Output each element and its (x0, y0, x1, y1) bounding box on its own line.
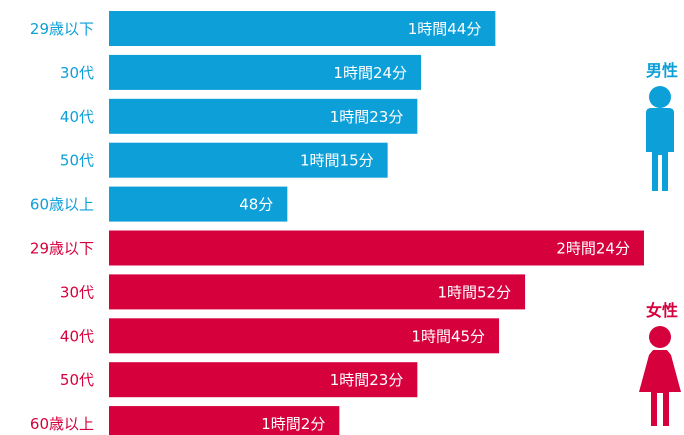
value-label-female-0: 2時間24分 (556, 240, 630, 258)
labels-layer: 29歳以下 1時間44分 30代 1時間24分 40代 1時間23分 50代 1時間15分 60… (30, 20, 630, 433)
bar-female-0 (109, 230, 644, 266)
category-label-female-1: 30代 (60, 283, 94, 301)
category-label-female-2: 40代 (60, 327, 94, 345)
bar-male-0 (109, 11, 496, 46)
category-label-male-2: 40代 (60, 108, 94, 126)
bar-male-2 (109, 98, 418, 134)
bar-female-4 (109, 406, 340, 435)
bar-female-1 (109, 274, 526, 310)
bar-male-3 (109, 142, 388, 178)
category-label-male-3: 50代 (60, 152, 94, 170)
category-label-female-4: 60歳以上 (30, 415, 94, 433)
bar-male-1 (109, 54, 422, 90)
value-label-male-0: 1時間44分 (408, 20, 482, 38)
value-label-female-1: 1時間52分 (437, 283, 511, 301)
category-label-male-4: 60歳以上 (30, 196, 94, 214)
value-label-female-2: 1時間45分 (411, 327, 485, 345)
value-label-female-3: 1時間23分 (330, 371, 404, 389)
value-label-male-1: 1時間24分 (333, 64, 407, 82)
category-label-male-1: 30代 (60, 64, 94, 82)
male-group-label: 男性 (646, 61, 678, 80)
female-person-icon (639, 326, 681, 426)
bar-male-4 (109, 186, 288, 222)
value-label-male-2: 1時間23分 (330, 108, 404, 126)
male-person-icon (646, 86, 674, 191)
bars-layer (109, 11, 644, 435)
value-label-male-4: 48分 (239, 196, 273, 214)
female-group-label: 女性 (646, 301, 678, 320)
category-label-male-0: 29歳以下 (30, 20, 94, 38)
category-label-female-0: 29歳以下 (30, 240, 94, 258)
bar-female-2 (109, 318, 500, 354)
category-label-female-3: 50代 (60, 371, 94, 389)
value-label-female-4: 1時間2分 (261, 415, 325, 433)
bar-female-3 (109, 362, 418, 398)
value-label-male-3: 1時間15分 (300, 152, 374, 170)
